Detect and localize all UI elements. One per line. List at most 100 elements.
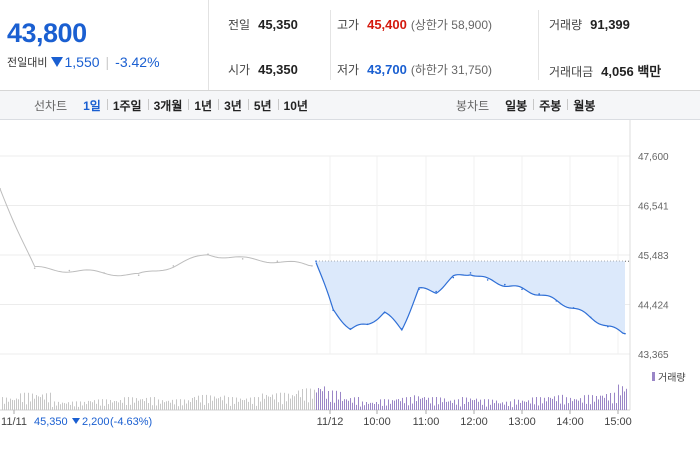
volume-bar (588, 394, 589, 410)
volume-bar (204, 404, 205, 410)
period-1d[interactable]: 1일 (83, 98, 101, 113)
data-point (349, 328, 352, 330)
volume-bar (460, 406, 461, 410)
volume-bar (432, 397, 433, 410)
period-3m[interactable]: 3개월 (147, 97, 189, 114)
volume-bar (360, 406, 361, 410)
volume-bar (616, 403, 617, 410)
volume-bar (408, 405, 409, 410)
data-point (0, 187, 1, 190)
volume-bar (558, 395, 559, 410)
stat-value: 91,399 (590, 17, 630, 32)
divider: | (105, 54, 110, 70)
period-1y[interactable]: 1년 (188, 97, 218, 114)
x-tick-label: 10:00 (363, 416, 391, 428)
volume-bar (24, 392, 25, 410)
volume-bar (224, 395, 225, 410)
volume-bar (496, 400, 497, 410)
volume-bar (486, 406, 487, 410)
volume-bar (480, 399, 481, 410)
volume-bar (286, 401, 287, 410)
volume-bar (182, 405, 183, 410)
volume-bar (186, 403, 187, 410)
stat-high: 고가 45,400 (상한가 58,900) (337, 16, 492, 33)
volume-bar (498, 403, 499, 410)
candle-daily[interactable]: 일봉 (505, 98, 528, 113)
volume-bar (50, 392, 51, 410)
volume-bar (350, 398, 351, 410)
volume-bar (450, 400, 451, 410)
volume-bar (538, 405, 539, 410)
price-chart[interactable]: 47,600 46,541 45,483 44,424 43,365 거래량 11/11 11… (0, 120, 700, 450)
volume-bar (102, 399, 103, 410)
volume-bar (430, 403, 431, 410)
volume-bar (38, 396, 39, 410)
period-5y[interactable]: 5년 (247, 97, 278, 114)
period-1w[interactable]: 1주일 (106, 97, 148, 114)
volume-bar (446, 401, 447, 410)
volume-bar (366, 402, 367, 410)
volume-bar (62, 402, 63, 410)
candle-weekly[interactable]: 주봉 (533, 97, 567, 114)
volume-bar (396, 399, 397, 410)
volume-bar (300, 397, 301, 410)
volume-bar (46, 393, 47, 410)
volume-bar (10, 398, 11, 410)
period-10y[interactable]: 10년 (277, 97, 314, 114)
volume-bar (124, 397, 125, 410)
volume-bar (36, 395, 37, 410)
volume-bar (112, 402, 113, 410)
data-point (469, 272, 472, 274)
volume-bar (276, 393, 277, 410)
volume-bar (2, 397, 3, 410)
volume-bar (364, 405, 365, 410)
volume-bar (376, 401, 377, 410)
volume-bar (288, 393, 289, 410)
volume-bar (506, 401, 507, 410)
volume-bar (222, 400, 223, 410)
volume-bar (272, 394, 273, 410)
volume-bar (372, 402, 373, 410)
volume-bar (188, 400, 189, 410)
volume-bar (98, 399, 99, 410)
volume-bar (6, 397, 7, 410)
volume-bar (344, 399, 345, 410)
volume-bar (456, 404, 457, 410)
candle-monthly[interactable]: 월봉 (567, 97, 601, 114)
stat-value: 4,056 백만 (601, 64, 662, 79)
period-3y[interactable]: 3년 (218, 97, 248, 114)
volume-bar (362, 401, 363, 410)
volume-bar (292, 395, 293, 410)
volume-bar (522, 400, 523, 410)
volume-bar (596, 396, 597, 410)
volume-bar (12, 399, 13, 410)
volume-bar (434, 405, 435, 410)
volume-bar (536, 397, 537, 410)
volume-bar (442, 402, 443, 410)
volume-bar (44, 399, 45, 410)
chart-period-menu: 선차트 1일 1주일 3개월 1년 3년 5년 10년 봉차트 일봉 주봉 월봉 (0, 91, 700, 120)
volume-bar (594, 401, 595, 410)
volume-bar (622, 386, 623, 410)
volume-bar (554, 396, 555, 410)
volume-bar (196, 400, 197, 410)
volume-bar (42, 394, 43, 410)
volume-bar (542, 403, 543, 410)
volume-bar (26, 404, 27, 410)
volume-bar (234, 403, 235, 410)
volume-bar (60, 404, 61, 410)
volume-bar (240, 398, 241, 410)
x-tick-label: 13:00 (508, 416, 536, 428)
stat-value: 45,350 (258, 62, 298, 77)
lower-limit: (하한가 31,750) (410, 63, 493, 77)
volume-bar (246, 398, 247, 410)
volume-bar (464, 404, 465, 410)
volume-bar (22, 402, 23, 410)
prev-day-line (0, 188, 313, 277)
volume-bar (578, 400, 579, 410)
stat-value: 45,400 (367, 17, 407, 32)
volume-bar (368, 403, 369, 410)
volume-bar (510, 401, 511, 410)
volume-bar (500, 403, 501, 410)
volume-bar (472, 400, 473, 410)
